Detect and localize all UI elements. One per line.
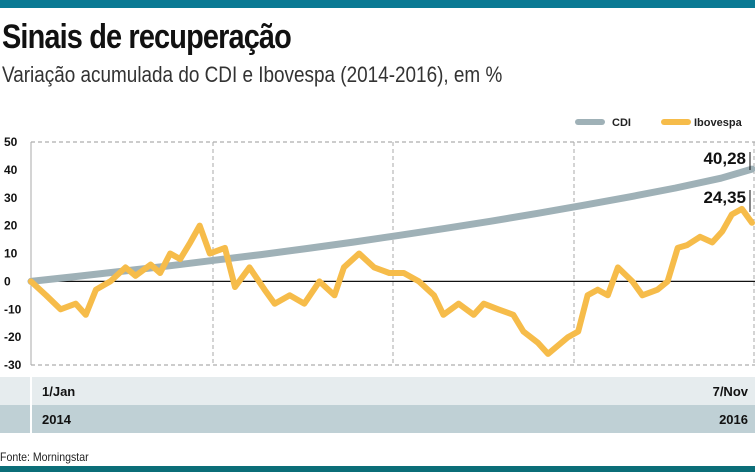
series-lines xyxy=(27,165,755,357)
series-line-cdi xyxy=(27,165,755,285)
chart-title: Sinais de recuperação xyxy=(2,18,292,56)
annotation-cdi: 40,28 xyxy=(703,149,746,168)
x-axis-bands: 1/Jan 7/Nov 2014 2016 xyxy=(0,377,755,433)
top-brand-bar xyxy=(0,0,755,8)
y-tick-label: -10 xyxy=(4,302,22,316)
x-axis-band-years xyxy=(0,405,755,433)
x-start-year: 2014 xyxy=(42,412,72,427)
y-tick-label: -30 xyxy=(4,358,22,372)
x-axis-band-dates xyxy=(0,377,755,405)
legend-label-ibovespa: Ibovespa xyxy=(694,117,743,129)
bottom-brand-bar xyxy=(0,466,755,472)
y-tick-label: -20 xyxy=(4,330,22,344)
legend-label-cdi: CDI xyxy=(612,117,631,129)
series-line-ibovespa xyxy=(28,205,755,357)
annotations: 40,28 24,35 xyxy=(703,149,751,212)
y-axis: 50 40 30 20 10 0 -10 -20 -30 xyxy=(4,135,22,372)
y-tick-label: 50 xyxy=(4,135,18,149)
grid xyxy=(30,141,755,366)
y-tick-label: 0 xyxy=(4,274,11,288)
y-tick-label: 20 xyxy=(4,219,18,233)
y-tick-label: 30 xyxy=(4,191,18,205)
x-end-year: 2016 xyxy=(719,412,748,427)
source-note: Fonte: Morningstar xyxy=(0,450,89,464)
chart-subtitle: Variação acumulada do CDI e Ibovespa (20… xyxy=(2,62,503,87)
y-tick-label: 10 xyxy=(4,247,18,261)
y-tick-label: 40 xyxy=(4,163,18,177)
legend: CDI Ibovespa xyxy=(575,117,743,129)
annotation-ibovespa: 24,35 xyxy=(703,188,746,207)
x-start-date: 1/Jan xyxy=(42,384,75,399)
x-end-date: 7/Nov xyxy=(713,384,749,399)
